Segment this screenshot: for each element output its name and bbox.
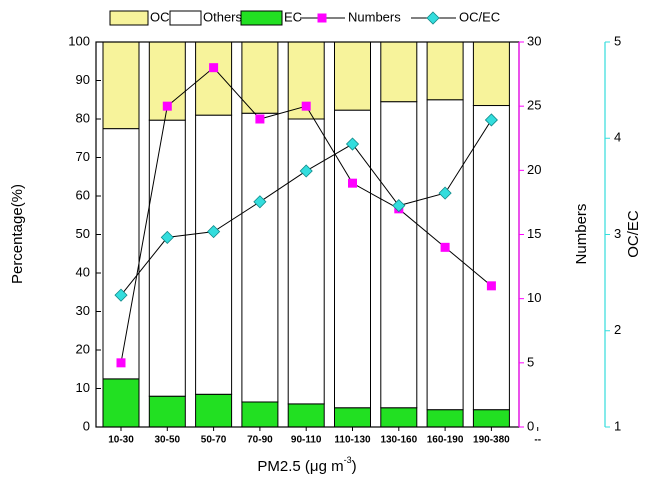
x-tick-label: 70-90 bbox=[247, 435, 273, 446]
marker bbox=[160, 230, 174, 244]
legend-marker bbox=[317, 13, 327, 23]
bar-segment bbox=[472, 105, 510, 411]
marker bbox=[345, 137, 360, 151]
marker bbox=[207, 225, 221, 239]
bar-segment bbox=[287, 118, 325, 405]
bar-segment bbox=[426, 99, 464, 411]
y2-tick-label: 25 bbox=[527, 98, 541, 113]
marker bbox=[438, 186, 452, 200]
x-tick-label: 30-50 bbox=[155, 435, 181, 446]
marker bbox=[253, 195, 267, 209]
y-tick-label: 20 bbox=[76, 341, 90, 356]
bar-segment bbox=[380, 101, 418, 409]
marker bbox=[348, 178, 357, 188]
y2-tick-label: 0 bbox=[527, 418, 534, 433]
y2-tick-label: 30 bbox=[527, 33, 541, 48]
y-tick-label: 100 bbox=[68, 33, 90, 48]
y-axis-label: Percentage(%) bbox=[9, 184, 26, 284]
legend-label: OC bbox=[150, 9, 170, 24]
y2-axis-label: Numbers bbox=[573, 204, 590, 265]
marker bbox=[440, 242, 450, 252]
marker bbox=[255, 114, 265, 124]
marker bbox=[486, 281, 496, 291]
bar-segment bbox=[148, 119, 186, 397]
marker bbox=[114, 288, 128, 302]
y2-tick-label: 5 bbox=[527, 354, 534, 369]
bar-segment bbox=[102, 378, 140, 428]
y-tick-label: 90 bbox=[76, 72, 90, 87]
legend-label: OC/EC bbox=[459, 9, 500, 24]
x-tick-label: 160-190 bbox=[427, 435, 464, 446]
y3-axis-label: OC/EC bbox=[625, 210, 642, 258]
marker bbox=[392, 199, 406, 213]
marker bbox=[116, 358, 126, 368]
y3-tick-label: 2 bbox=[614, 322, 621, 337]
marker bbox=[162, 101, 172, 111]
y2-tick-label: 20 bbox=[527, 162, 541, 177]
y-tick-label: 50 bbox=[76, 226, 90, 241]
legend-marker bbox=[426, 11, 440, 25]
bar-segment bbox=[148, 41, 186, 121]
y-tick-label: 10 bbox=[76, 380, 90, 395]
bar-segment bbox=[334, 407, 371, 428]
marker bbox=[301, 101, 311, 111]
x-tick-label: 90-110 bbox=[291, 435, 322, 446]
x-tick-label: 10-30 bbox=[108, 435, 134, 446]
y3-tick-label: 4 bbox=[614, 130, 621, 145]
x-label-sup: -3 bbox=[344, 455, 352, 465]
legend-label: EC bbox=[284, 9, 302, 24]
bar-segment bbox=[148, 395, 186, 428]
bar-segment bbox=[426, 41, 464, 101]
bar-segment bbox=[102, 41, 140, 130]
x-tick-label: 130-160 bbox=[380, 435, 417, 446]
bar-segment bbox=[287, 403, 325, 428]
legend-label: Others bbox=[203, 9, 243, 24]
y2-tick-label: 15 bbox=[527, 226, 541, 241]
y2-tick-label: 10 bbox=[527, 290, 541, 305]
y-tick-label: 40 bbox=[76, 264, 90, 279]
marker bbox=[299, 164, 313, 178]
legend-swatch bbox=[109, 10, 149, 26]
y-tick-label: 0 bbox=[83, 418, 90, 433]
y-tick-label: 80 bbox=[76, 110, 90, 125]
y3-tick-label: 3 bbox=[614, 226, 621, 241]
legend-swatch bbox=[240, 10, 283, 26]
bar-segment bbox=[241, 112, 279, 403]
marker bbox=[484, 113, 498, 127]
bar-segment bbox=[241, 41, 279, 114]
x-label-main: PM2.5 (μg m bbox=[257, 458, 343, 475]
bar-segment bbox=[380, 407, 418, 428]
bar-segment bbox=[472, 41, 510, 107]
y3-tick-label: 1 bbox=[614, 418, 621, 433]
x-tick-label: 110-130 bbox=[334, 435, 371, 446]
x-label-end: ) bbox=[352, 458, 357, 475]
bar-segment bbox=[241, 401, 279, 428]
legend-swatch bbox=[169, 10, 202, 26]
x-tick-label: -- bbox=[534, 435, 541, 446]
bar-segment bbox=[426, 409, 464, 428]
marker bbox=[209, 63, 219, 73]
y-tick-label: 60 bbox=[76, 187, 90, 202]
x-tick-label: 50-70 bbox=[201, 435, 227, 446]
legend-label: Numbers bbox=[348, 9, 401, 24]
bar-segment bbox=[472, 409, 510, 428]
bar-segment bbox=[195, 393, 233, 428]
bar-segment bbox=[334, 41, 371, 111]
y-tick-label: 70 bbox=[76, 149, 90, 164]
bar-segment bbox=[334, 109, 371, 409]
x-tick-label: 190-380 bbox=[473, 435, 510, 446]
bar-segment bbox=[380, 41, 418, 103]
y3-tick-label: 5 bbox=[614, 33, 621, 48]
bar-segment bbox=[102, 128, 140, 380]
x-axis-label: PM2.5 (μg m-3) bbox=[257, 455, 356, 475]
bar-segment bbox=[195, 114, 233, 395]
y-tick-label: 30 bbox=[76, 303, 90, 318]
